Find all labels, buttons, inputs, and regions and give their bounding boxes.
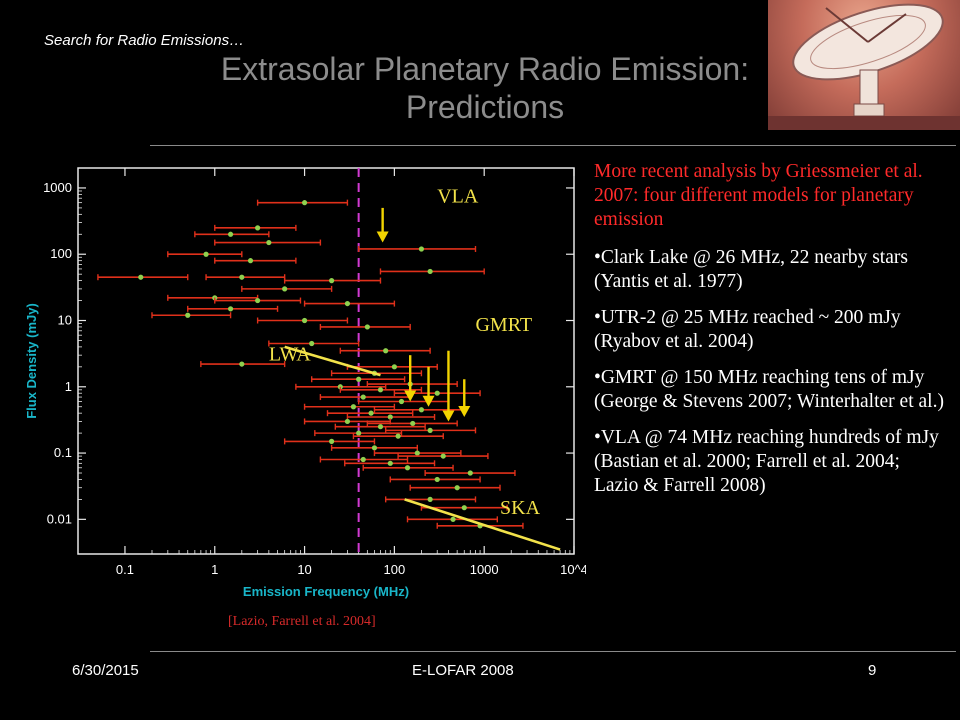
plot-frame (77, 167, 575, 555)
x-tick-label: 100 (384, 562, 406, 577)
data-point (255, 225, 261, 231)
data-point (350, 404, 357, 410)
flux-frequency-chart: 0.1 1 10 100 1000 10^4 0.01 0.1 1 10 100 1000 Emissi… (14, 154, 588, 606)
y-axis-label: Flux Density (mJy) (24, 303, 39, 419)
bullet-list: •Clark Lake @ 26 MHz, 22 nearby stars (Y… (594, 246, 944, 498)
instrument-label: SKA (500, 497, 541, 519)
data-point (337, 384, 343, 390)
y-tick-label: 1 (65, 379, 72, 394)
slide-text-column: More recent analysis by Griessmeier et a… (594, 160, 944, 510)
instrument-label: GMRT (475, 314, 532, 336)
data-point (329, 438, 335, 444)
data-point (203, 251, 209, 257)
title-divider (150, 145, 956, 146)
data-point (356, 430, 362, 436)
slide-title-line-1: Extrasolar Planetary Radio Emission: (220, 51, 750, 87)
data-point (427, 427, 433, 433)
instrument-arrow-head (376, 231, 389, 243)
instrument-arrow-head (422, 395, 435, 407)
data-point (344, 418, 351, 425)
data-point (418, 246, 425, 252)
instrument-arrow-head (404, 390, 417, 402)
data-point (247, 258, 254, 264)
data-point (266, 239, 272, 246)
data-point (391, 364, 397, 370)
data-point (360, 456, 366, 463)
data-point (434, 390, 440, 396)
data-point (440, 453, 446, 459)
data-point (227, 306, 234, 312)
data-point (414, 450, 420, 456)
sensitivity-line (404, 498, 561, 551)
y-tick-label: 0.1 (54, 445, 72, 460)
bullet-item: •VLA @ 74 MHz reaching hundreds of mJy (… (594, 427, 939, 496)
y-tick-label: 100 (50, 246, 72, 261)
data-point (301, 317, 308, 324)
data-point (301, 200, 308, 206)
instrument-arrow-head (442, 410, 455, 422)
data-point (344, 300, 351, 307)
sensitivity-line (284, 345, 381, 377)
chart-svg: 0.1 1 10 100 1000 10^4 0.01 0.1 1 10 100 1000 Emissi… (24, 167, 588, 599)
x-tick-label: 10^4 (560, 562, 586, 577)
figure-citation: [Lazio, Farrell et al. 2004] (228, 614, 376, 629)
data-point (395, 433, 401, 439)
slide-title: Extrasolar Planetary Radio Emission: Pre… (90, 50, 880, 126)
slide-title-line-2: Predictions (405, 89, 565, 125)
data-point (360, 394, 366, 400)
data-point (434, 476, 440, 483)
data-point (282, 286, 288, 292)
data-point (427, 496, 433, 502)
data-point (410, 420, 416, 427)
data-point (398, 398, 405, 405)
y-tick-label: 0.01 (47, 511, 72, 526)
radio-telescope-photo (768, 0, 960, 130)
data-point (368, 410, 374, 416)
data-point (356, 376, 362, 382)
data-point (364, 324, 370, 330)
x-axis-label: Emission Frequency (MHz) (243, 584, 409, 599)
data-point (427, 268, 433, 275)
x-tick-label: 1000 (470, 562, 499, 577)
bullet-item: •GMRT @ 150 MHz reaching tens of mJy (Ge… (594, 367, 944, 412)
data-point (404, 465, 411, 471)
y-tick-label: 1000 (43, 180, 72, 195)
data-point (371, 445, 378, 451)
data-point (377, 387, 384, 393)
data-point (377, 424, 384, 430)
footer-divider (150, 651, 956, 652)
bullet-item: •Clark Lake @ 26 MHz, 22 nearby stars (Y… (594, 247, 908, 292)
data-point (185, 312, 191, 318)
radio-dish-illustration (768, 3, 960, 130)
x-tick-label: 1 (211, 562, 218, 577)
data-point (329, 278, 335, 284)
data-point (239, 361, 245, 367)
data-point (309, 340, 315, 347)
footer-event: E-LOFAR 2008 (412, 662, 514, 679)
data-point (255, 297, 261, 304)
data-point (387, 460, 393, 466)
data-point (454, 485, 460, 491)
y-tick-label: 10 (58, 313, 72, 328)
data-point (387, 414, 393, 420)
instrument-label: LWA (269, 343, 311, 365)
data-point (418, 407, 425, 413)
x-tick-label: 0.1 (116, 562, 134, 577)
data-point (239, 274, 245, 280)
footer-date: 6/30/2015 (72, 662, 139, 679)
x-tick-label: 10 (297, 562, 311, 577)
instrument-arrow-head (458, 406, 471, 418)
footer-page-number: 9 (868, 662, 877, 679)
data-point (227, 231, 234, 237)
data-point (138, 274, 144, 280)
data-point (450, 516, 456, 522)
instrument-label: VLA (437, 186, 479, 208)
data-point (467, 470, 473, 476)
data-point (383, 348, 389, 354)
data-point (461, 505, 467, 511)
bullet-item: •UTR-2 @ 25 MHz reached ~ 200 mJy (Ryabo… (594, 307, 901, 352)
presentation-subtitle: Search for Radio Emissions… (44, 32, 245, 49)
intro-paragraph: More recent analysis by Griessmeier et a… (594, 161, 923, 230)
